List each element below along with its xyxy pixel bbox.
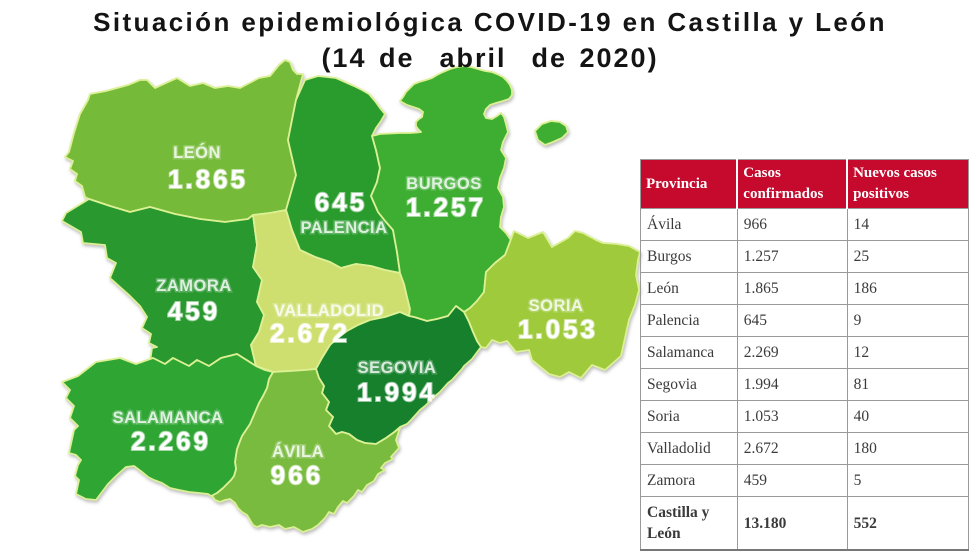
svg-text:BURGOS: BURGOS <box>406 175 481 193</box>
svg-text:VALLADOLID: VALLADOLID <box>274 302 384 320</box>
svg-text:SALAMANCA: SALAMANCA <box>113 409 224 427</box>
svg-text:645: 645 <box>315 187 367 217</box>
svg-text:SORIA: SORIA <box>529 297 584 315</box>
svg-text:459: 459 <box>168 296 220 326</box>
svg-text:1.053: 1.053 <box>518 314 598 344</box>
svg-text:LEÓN: LEÓN <box>173 143 221 162</box>
svg-text:1.994: 1.994 <box>357 377 437 407</box>
svg-text:2.269: 2.269 <box>131 426 211 456</box>
svg-text:SEGOVIA: SEGOVIA <box>358 359 437 377</box>
svg-text:1.865: 1.865 <box>168 164 248 194</box>
svg-text:966: 966 <box>271 460 323 490</box>
svg-text:1.257: 1.257 <box>406 192 486 222</box>
svg-text:2.672: 2.672 <box>270 318 350 348</box>
svg-text:PALENCIA: PALENCIA <box>300 219 387 237</box>
svg-text:ÁVILA: ÁVILA <box>272 442 324 461</box>
svg-text:ZAMORA: ZAMORA <box>156 277 231 295</box>
